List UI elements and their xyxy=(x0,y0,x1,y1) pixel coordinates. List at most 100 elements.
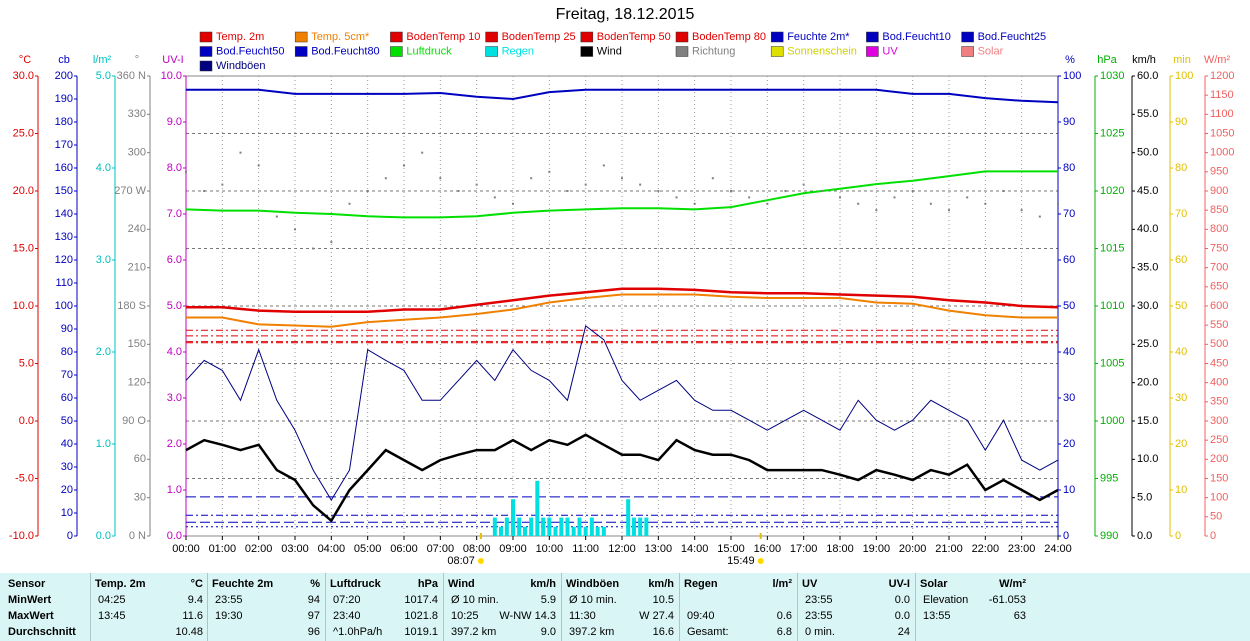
x-tick-label: 08:00 xyxy=(463,543,491,555)
y-tick-label: 6.0 xyxy=(167,254,182,266)
sun-marker xyxy=(477,558,484,564)
x-tick-label: 07:00 xyxy=(427,543,455,555)
direction-point xyxy=(784,190,787,192)
y-tick-label: 0 xyxy=(1210,530,1216,542)
y-tick-label: 0.0 xyxy=(19,415,34,427)
y-tick-label: 0 xyxy=(1063,530,1069,542)
legend-label: Regen xyxy=(502,45,534,57)
table-cell: 63 xyxy=(1013,610,1026,622)
y-tick-label: 850 xyxy=(1210,204,1228,216)
table-cell: 13:55 xyxy=(923,610,951,622)
separator xyxy=(207,573,208,641)
direction-point xyxy=(366,190,369,192)
y-tick-label: 35.0 xyxy=(1137,262,1158,274)
legend-label: BodenTemp 80 xyxy=(692,31,766,43)
y-tick-label: 3.0 xyxy=(96,254,111,266)
y-tick-label: 750 xyxy=(1210,242,1228,254)
table-cell: 23:55 xyxy=(805,594,833,606)
y-tick-label: 50 xyxy=(1210,511,1222,523)
y-tick-label: 20.0 xyxy=(1137,377,1158,389)
table-cell: Elevation xyxy=(923,594,969,606)
y-tick-label: 30 xyxy=(134,492,146,504)
table-cell: Ø 10 min. xyxy=(451,594,499,606)
table-cell: 16.6 xyxy=(652,626,674,638)
y-tick-label: 40 xyxy=(1175,346,1187,358)
y-tick-label: 100 xyxy=(1210,492,1228,504)
y-tick-label: 300 xyxy=(1210,415,1228,427)
table-cell: 96 xyxy=(307,626,320,638)
y-tick-label: 1200 xyxy=(1210,70,1234,82)
table-cell: 10.5 xyxy=(652,594,674,606)
x-tick-label: 23:00 xyxy=(1008,543,1036,555)
y-tick-label: 0.0 xyxy=(167,530,182,542)
table-cell: 94 xyxy=(307,594,320,606)
legend-swatch xyxy=(294,46,308,57)
y-tick-label: 25.0 xyxy=(1137,338,1158,350)
y-tick-label: 1.0 xyxy=(96,438,111,450)
x-tick-label: 00:00 xyxy=(172,543,200,555)
direction-point xyxy=(1002,190,1005,192)
table-cell: 5.9 xyxy=(540,594,556,606)
table-cell: -61.053 xyxy=(988,594,1026,606)
legend-swatch xyxy=(390,31,403,43)
y-tick-label: 900 xyxy=(1210,185,1228,197)
table-header: Temp. 2m xyxy=(95,578,146,590)
rain-bar xyxy=(553,526,558,536)
y-tick-label: 90 xyxy=(1063,116,1075,128)
y-tick-label: 8.0 xyxy=(167,162,182,174)
x-tick-label: 13:00 xyxy=(645,543,673,555)
direction-point xyxy=(948,209,950,212)
y-tick-label: 5.0 xyxy=(167,300,182,312)
table-cell: Gesamt: xyxy=(687,626,729,638)
direction-point xyxy=(1020,209,1023,212)
sun-label: 08:07 xyxy=(447,555,475,567)
y-tick-label: 30 xyxy=(1063,392,1075,404)
axis-title: hPa xyxy=(1097,54,1117,66)
x-tick-label: 03:00 xyxy=(281,543,309,555)
table-cell: 10:25 xyxy=(451,610,479,622)
y-tick-label: 700 xyxy=(1210,262,1228,274)
direction-point xyxy=(566,190,569,192)
legend-label: BodenTemp 10 xyxy=(406,31,480,43)
y-tick-label: 20 xyxy=(1175,438,1187,450)
direction-point xyxy=(911,190,914,192)
table-header: Regen xyxy=(684,578,718,590)
legend-label: Temp. 2m xyxy=(216,31,264,43)
y-tick-label: 5.0 xyxy=(96,70,111,82)
y-tick-label: 4.0 xyxy=(96,162,111,174)
y-tick-label: 500 xyxy=(1210,338,1228,350)
y-tick-label: 120 xyxy=(128,377,146,389)
x-tick-label: 20:00 xyxy=(899,543,927,555)
y-tick-label: 60 xyxy=(1175,254,1187,266)
table-header: W/m² xyxy=(999,578,1026,590)
table-cell: 23:40 xyxy=(333,610,361,622)
y-tick-label: 300 xyxy=(128,147,146,159)
x-tick-label: 06:00 xyxy=(390,543,418,555)
y-tick-label: 60.0 xyxy=(1137,70,1158,82)
y-tick-label: 210 xyxy=(128,262,146,274)
y-tick-label: 1025 xyxy=(1100,127,1124,139)
legend-swatch xyxy=(390,46,403,57)
table-header: UV xyxy=(802,578,818,590)
y-tick-label: 130 xyxy=(55,231,73,243)
direction-point xyxy=(294,228,296,231)
legend-label: Luftdruck xyxy=(406,45,452,57)
table-cell: 04:25 xyxy=(98,594,126,606)
separator xyxy=(443,573,444,641)
direction-point xyxy=(693,202,696,205)
legend-label: Solar xyxy=(978,45,1004,57)
table-cell: 1021.8 xyxy=(404,610,438,622)
rain-bar xyxy=(499,526,504,536)
y-tick-label: 150 xyxy=(128,338,146,350)
table-header: °C xyxy=(190,578,203,590)
y-tick-label: 270 W xyxy=(114,185,146,197)
table-cell: 0.6 xyxy=(776,610,792,622)
legend-swatch xyxy=(580,31,594,43)
y-tick-label: 1030 xyxy=(1100,70,1124,82)
sun-label: 15:49 xyxy=(727,555,755,567)
direction-point xyxy=(203,190,206,192)
rain-bar xyxy=(559,517,564,536)
y-tick-label: 100 xyxy=(55,300,73,312)
rain-bar xyxy=(547,517,552,536)
